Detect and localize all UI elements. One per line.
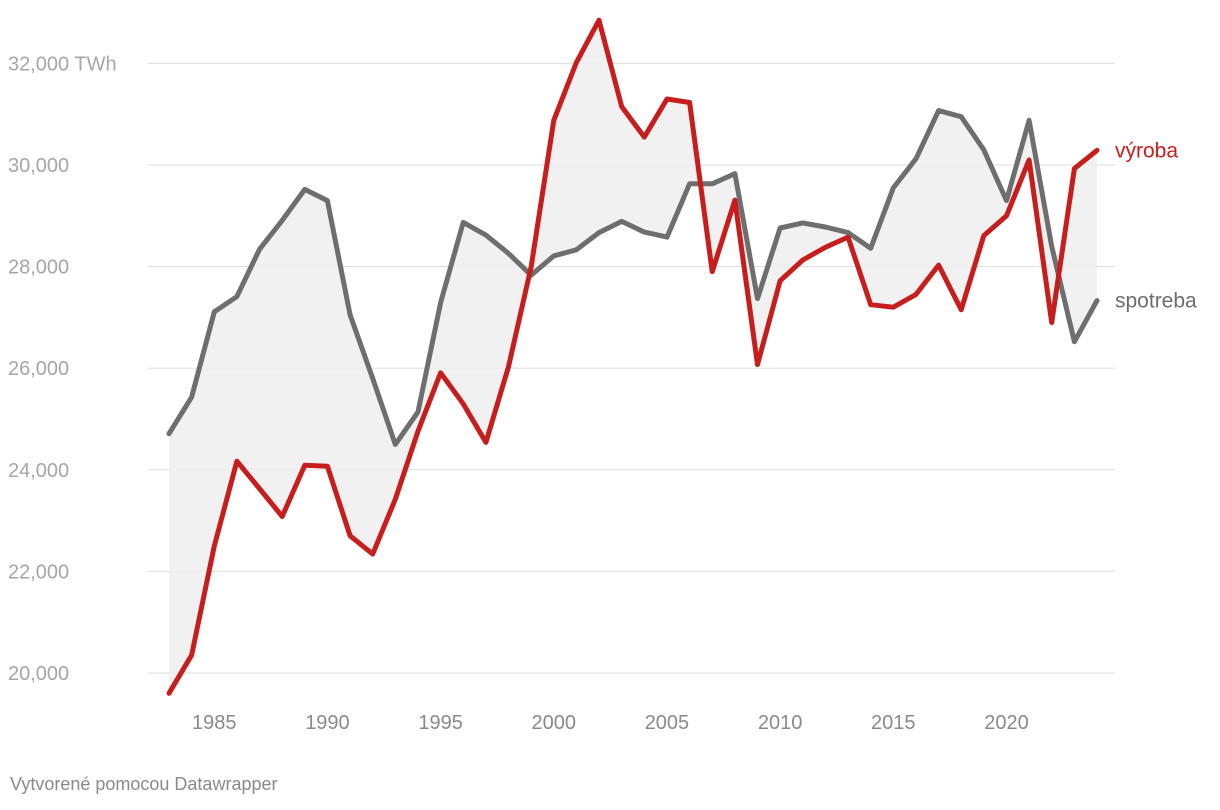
y-tick-label: 20,000	[8, 663, 69, 685]
series-label-spotreba: spotreba	[1115, 290, 1197, 313]
y-tick-label: 28,000	[8, 257, 69, 279]
difference-area	[169, 20, 1097, 694]
y-tick-label: 32,000 TWh	[8, 53, 117, 75]
series-labels: výroba spotreba	[1115, 139, 1197, 312]
credit-text: Vytvorené pomocou Datawrapper	[10, 774, 278, 794]
y-tick-label: 30,000	[8, 155, 69, 177]
y-tick-label: 22,000	[8, 561, 69, 583]
y-tick-label: 24,000	[8, 460, 69, 482]
x-tick-label: 2005	[645, 712, 690, 734]
x-tick-label: 1985	[192, 712, 237, 734]
x-tick-label: 2000	[532, 712, 577, 734]
x-tick-label: 2015	[871, 712, 916, 734]
difference-band	[169, 20, 1097, 694]
series-lines	[166, 17, 1100, 696]
x-tick-label: 1990	[305, 712, 350, 734]
series-line-vyroba	[166, 17, 1100, 696]
x-tick-label: 2020	[984, 712, 1029, 734]
series-line-spotreba	[166, 108, 1100, 447]
x-tick-label: 2010	[758, 712, 803, 734]
y-tick-label: 26,000	[8, 358, 69, 380]
x-axis-ticks: 1985 1990 1995 2000 2005 2010 2015 2020	[192, 712, 1029, 734]
series-label-vyroba: výroba	[1115, 139, 1178, 162]
x-tick-label: 1995	[418, 712, 463, 734]
y-axis-ticks: 20,000 22,000 24,000 26,000 28,000 30,000 32,0…	[8, 53, 117, 685]
